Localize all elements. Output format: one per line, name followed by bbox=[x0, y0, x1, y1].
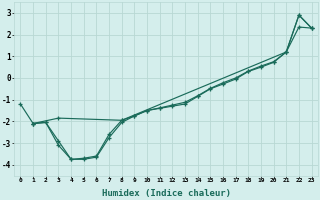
X-axis label: Humidex (Indice chaleur): Humidex (Indice chaleur) bbox=[101, 189, 230, 198]
